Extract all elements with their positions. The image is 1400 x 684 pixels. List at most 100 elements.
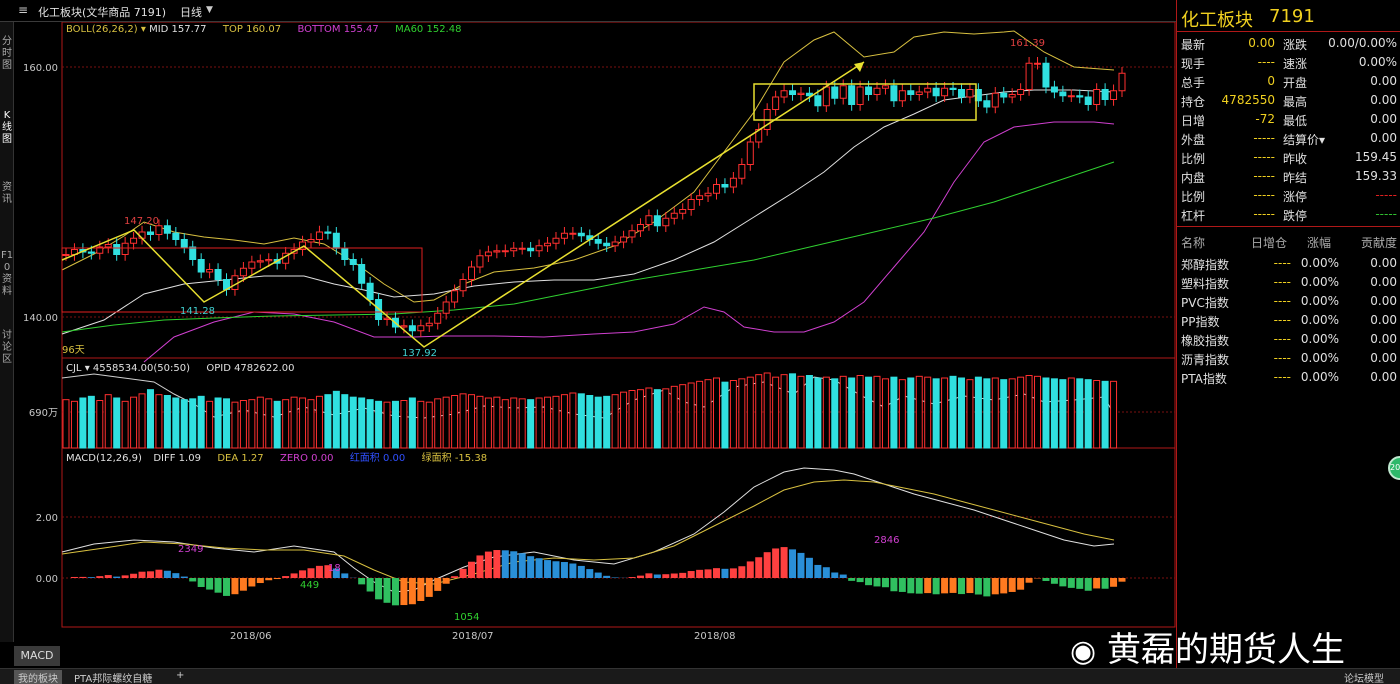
volume-bar (172, 397, 180, 449)
macd-bar (383, 578, 391, 603)
candle-body (848, 85, 856, 105)
candle-body (1000, 92, 1008, 98)
candle-body (172, 232, 180, 240)
tab-my-sector[interactable]: 我的板块 (14, 670, 62, 684)
add-tab-button[interactable]: + (176, 670, 185, 681)
candle-body (1025, 62, 1033, 90)
tab-f10[interactable]: F10资料 (0, 250, 14, 297)
candle-body (577, 232, 585, 237)
quote-label: 现手 (1181, 57, 1206, 71)
volume-bar (282, 399, 290, 449)
volume-bar (256, 396, 264, 449)
candle-body (789, 90, 797, 95)
boll-mid-line (61, 89, 1115, 335)
date-label-jul: 2018/07 (452, 631, 494, 642)
volume-bar (138, 393, 146, 449)
sector-row[interactable]: 郑醇指数 ---- 0.00% 0.00 (1177, 254, 1400, 273)
sector-cell: 0.00% (1300, 351, 1339, 365)
sector-cell: 0.00% (1300, 313, 1339, 327)
macd-bar (315, 565, 323, 578)
volume-bar (1042, 377, 1050, 449)
volume-bar (400, 400, 408, 449)
candle-body (620, 236, 628, 243)
macd-bar (924, 578, 932, 594)
sector-cell: 塑料指数 (1181, 277, 1230, 291)
macd-bar (1042, 578, 1050, 581)
quote-value: ----- (1253, 131, 1275, 145)
volume-bar (620, 391, 628, 449)
tab-discussion[interactable]: 讨论区 (2, 330, 12, 365)
sector-row[interactable]: PP指数 ---- 0.00% 0.00 (1177, 311, 1400, 330)
candle-body (1110, 90, 1118, 100)
candle-body (932, 87, 940, 97)
macd-bar (594, 572, 602, 578)
candle-body (991, 92, 999, 108)
candle-body (611, 241, 619, 247)
candle-body (231, 275, 239, 290)
macd-bar (932, 578, 940, 595)
volume-bar (704, 379, 712, 449)
candle-body (1008, 94, 1016, 98)
forum-link[interactable]: 论坛模型 (1344, 674, 1384, 684)
boll-legend: BOLL(26,26,2) ▾ MID 157.77 __ TOP 160.07… (66, 24, 461, 35)
macd-bar (763, 552, 771, 578)
sector-row[interactable]: 沥青指数 ---- 0.00% 0.00 (1177, 349, 1400, 368)
boll-ma60: MA60 152.48 (395, 24, 461, 35)
sector-row[interactable]: PVC指数 ---- 0.00% 0.00 (1177, 292, 1400, 311)
volume-bar (898, 379, 906, 449)
macd-bar (1118, 578, 1126, 582)
volume-bar (476, 395, 484, 449)
tab-pta[interactable]: PTA邦际螺纹自糖 (74, 674, 153, 684)
volume-bar (180, 399, 188, 449)
period-selector[interactable]: 日线 (180, 6, 202, 19)
macd-bar (586, 569, 594, 578)
th-change: 涨幅 (1307, 236, 1332, 250)
macd-bar (138, 571, 146, 578)
macd-bar (493, 550, 501, 578)
candle-body (501, 250, 509, 253)
chevron-down-icon[interactable]: ▼ (206, 5, 213, 15)
candle-body (307, 239, 315, 243)
macd-bar (831, 572, 839, 578)
sector-row[interactable]: 塑料指数 ---- 0.00% 0.00 (1177, 273, 1400, 292)
macd-bar (603, 575, 611, 578)
macd-green-area: 绿面积 -15.38 (422, 451, 487, 464)
volume-bar (510, 397, 518, 449)
macd-bar (881, 578, 889, 588)
tab-news[interactable]: 资讯 (2, 182, 12, 205)
chart-area[interactable]: 160.00 140.00 96天 690万 2.00 0.00 BOLL(26… (14, 22, 1176, 642)
macd-bar (121, 575, 129, 578)
candle-body (746, 141, 754, 165)
tab-kline[interactable]: K线图 (2, 110, 12, 145)
volume-bar (223, 398, 231, 449)
boll-top: TOP 160.07 (222, 24, 281, 35)
macd-bar (130, 573, 138, 578)
sector-row[interactable]: PTA指数 ---- 0.00% 0.00 (1177, 368, 1400, 387)
volume-bar (865, 376, 873, 449)
candle-body (797, 92, 805, 95)
volume-bar (569, 392, 577, 449)
macd-diff: DIFF 1.09 (153, 453, 201, 464)
sector-cell: 0.00 (1370, 351, 1397, 365)
cjl-legend: CJL ▾ 4558534.00(50:50) __ OPID 4782622.… (66, 363, 295, 374)
volume-bar (856, 375, 864, 449)
sector-row[interactable]: 橡胶指数 ---- 0.00% 0.00 (1177, 330, 1400, 349)
macd-bar (231, 578, 239, 595)
menu-icon[interactable]: ≡ (18, 3, 29, 17)
volume-bar (206, 400, 214, 449)
macd-bar (949, 578, 957, 593)
candle-body (924, 87, 932, 93)
volume-bar (890, 376, 898, 449)
annot-low2: 137.92 (402, 348, 437, 359)
sector-cell: 沥青指数 (1181, 353, 1230, 367)
candle-body (839, 85, 847, 99)
tab-timeshare[interactable]: 分时图 (2, 36, 12, 71)
macd-bar (687, 571, 695, 578)
macd-bar (805, 557, 813, 578)
sector-cell: 0.00% (1300, 332, 1339, 346)
sector-cell: 0.00 (1370, 294, 1397, 308)
indicator-tab-macd[interactable]: MACD (14, 646, 60, 666)
candle-body (1067, 95, 1075, 98)
macd-bar (1067, 578, 1075, 588)
macd-bars-group (70, 547, 1126, 606)
